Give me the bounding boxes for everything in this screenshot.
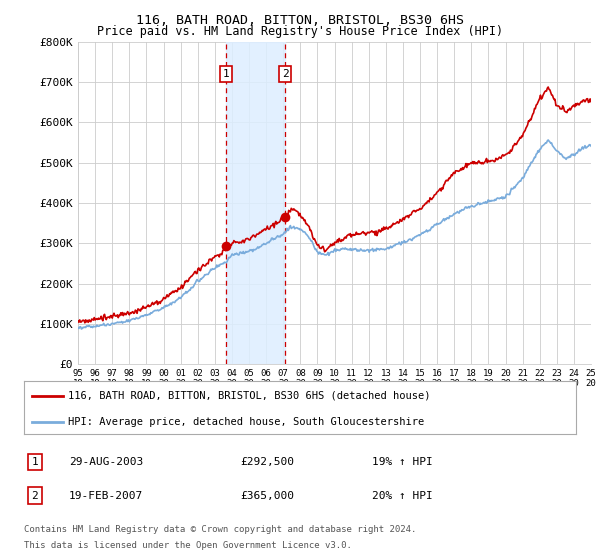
Text: 116, BATH ROAD, BITTON, BRISTOL, BS30 6HS: 116, BATH ROAD, BITTON, BRISTOL, BS30 6H… — [136, 14, 464, 27]
Text: 2: 2 — [282, 69, 289, 79]
Bar — [226, 42, 285, 364]
Text: 1: 1 — [223, 69, 229, 79]
Text: 1: 1 — [31, 457, 38, 467]
Text: This data is licensed under the Open Government Licence v3.0.: This data is licensed under the Open Gov… — [24, 542, 352, 550]
Text: 29-AUG-2003: 29-AUG-2003 — [69, 457, 143, 467]
Text: Contains HM Land Registry data © Crown copyright and database right 2024.: Contains HM Land Registry data © Crown c… — [24, 525, 416, 534]
Text: HPI: Average price, detached house, South Gloucestershire: HPI: Average price, detached house, Sout… — [68, 417, 424, 427]
Text: 19% ↑ HPI: 19% ↑ HPI — [372, 457, 433, 467]
Text: Price paid vs. HM Land Registry's House Price Index (HPI): Price paid vs. HM Land Registry's House … — [97, 25, 503, 38]
Text: 2: 2 — [31, 491, 38, 501]
Text: 116, BATH ROAD, BITTON, BRISTOL, BS30 6HS (detached house): 116, BATH ROAD, BITTON, BRISTOL, BS30 6H… — [68, 391, 431, 401]
Text: 19-FEB-2007: 19-FEB-2007 — [69, 491, 143, 501]
Text: £292,500: £292,500 — [240, 457, 294, 467]
Text: 20% ↑ HPI: 20% ↑ HPI — [372, 491, 433, 501]
Text: £365,000: £365,000 — [240, 491, 294, 501]
